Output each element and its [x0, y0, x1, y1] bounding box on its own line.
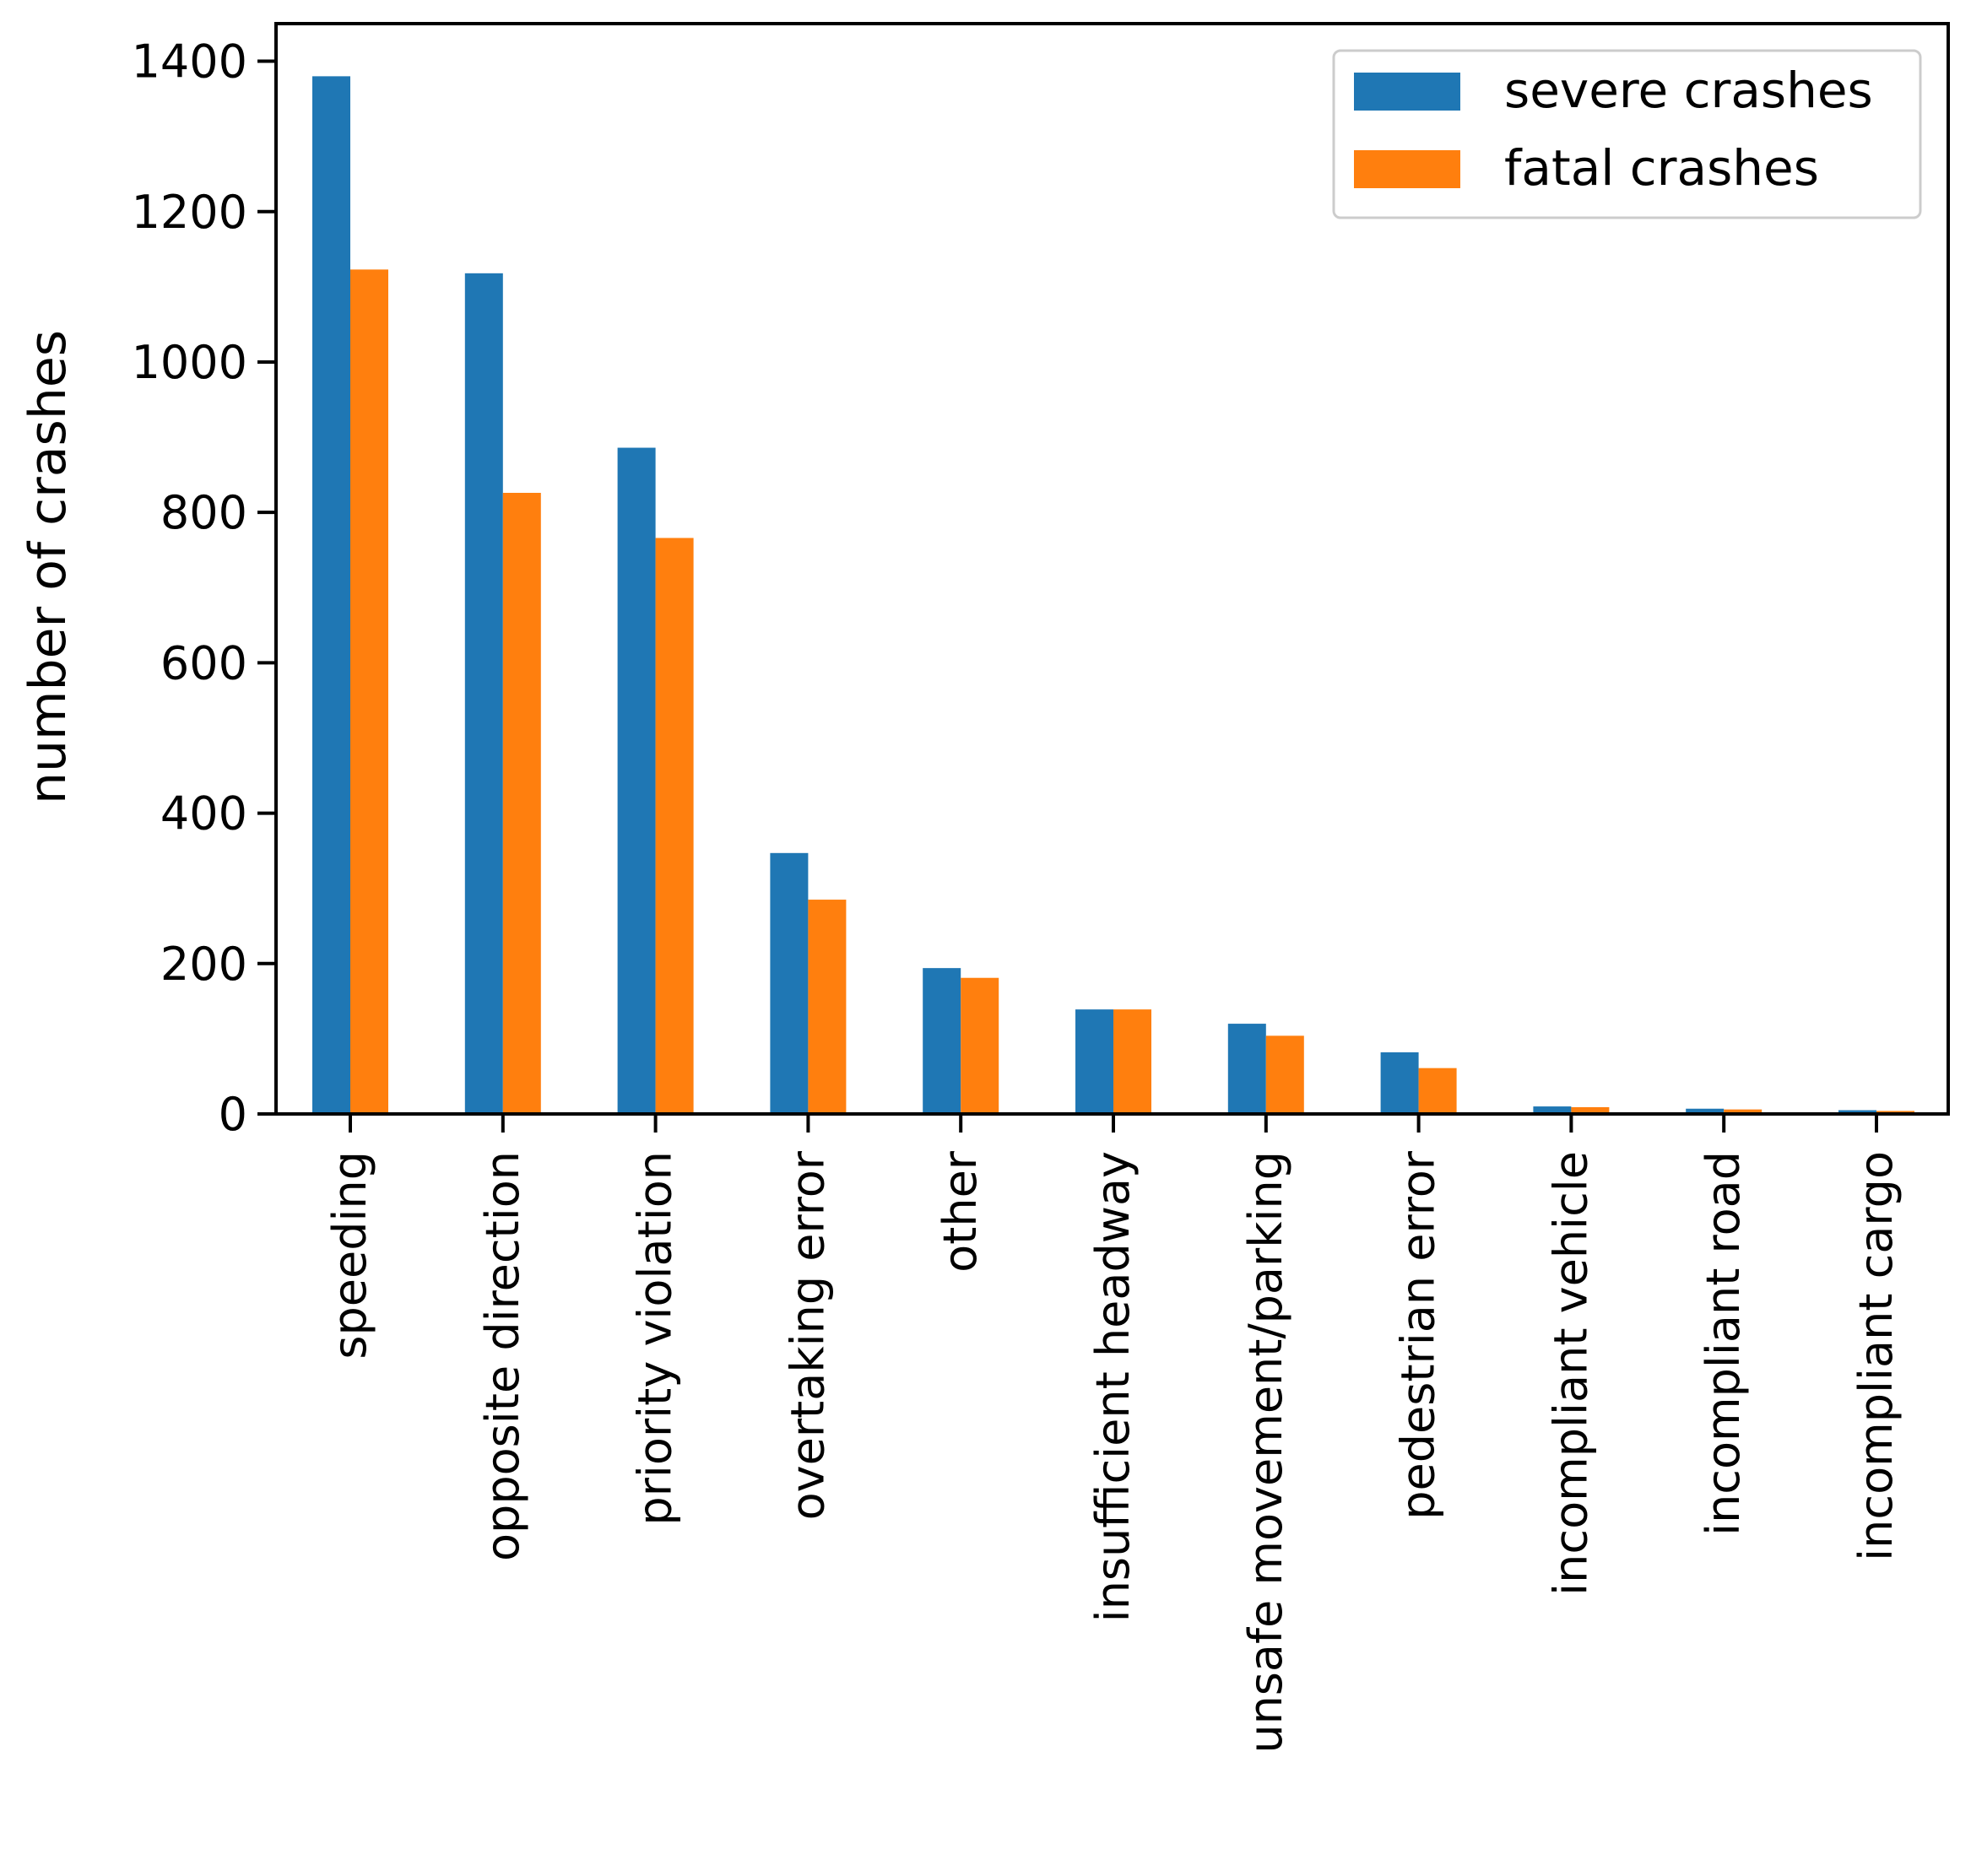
bar-fatal-crashes-4 — [961, 977, 999, 1114]
legend: severe crashes fatal crashes — [1332, 49, 1922, 219]
x-tick-label: incompliant road — [1697, 1151, 1750, 1536]
x-tick-label: pedestrian error — [1392, 1150, 1445, 1520]
bar-severe-crashes-8 — [1533, 1106, 1572, 1114]
bars-group — [312, 76, 1914, 1114]
bar-fatal-crashes-0 — [350, 269, 388, 1114]
bar-fatal-crashes-9 — [1724, 1109, 1763, 1114]
bar-severe-crashes-3 — [770, 852, 809, 1114]
bar-severe-crashes-4 — [923, 968, 961, 1114]
bar-fatal-crashes-2 — [655, 538, 694, 1114]
y-tick-label: 1400 — [132, 35, 247, 89]
x-tick-label: overtaking error — [781, 1150, 834, 1520]
y-axis-title: number of crashes — [19, 330, 78, 804]
y-tick-label: 1000 — [132, 336, 247, 389]
bar-severe-crashes-1 — [464, 273, 503, 1114]
bar-fatal-crashes-1 — [502, 493, 541, 1114]
bar-severe-crashes-2 — [617, 447, 656, 1114]
x-tick-label: speeding — [323, 1151, 376, 1360]
x-tick-label: other — [934, 1150, 987, 1273]
bar-severe-crashes-6 — [1227, 1024, 1266, 1114]
y-tick-label: 800 — [160, 486, 247, 539]
x-tick-label: opposite direction — [476, 1151, 529, 1561]
legend-swatch-severe-crashes — [1354, 73, 1460, 111]
bar-severe-crashes-10 — [1838, 1110, 1876, 1114]
x-tick-label: insufficient headway — [1086, 1151, 1140, 1622]
y-tick-label: 0 — [219, 1088, 247, 1141]
bar-fatal-crashes-6 — [1265, 1035, 1304, 1114]
x-tick-label: incompliant vehicle — [1544, 1151, 1597, 1596]
y-tick-label: 1200 — [132, 186, 247, 239]
x-tick-label: priority violation — [629, 1151, 682, 1526]
legend-swatch-fatal-crashes — [1354, 150, 1460, 188]
x-axis: speeding opposite direction priority viola… — [323, 1114, 1903, 1754]
x-tick-label: incompliant cargo — [1849, 1151, 1903, 1561]
bar-fatal-crashes-8 — [1571, 1106, 1610, 1114]
y-tick-label: 400 — [160, 787, 247, 841]
bar-severe-crashes-9 — [1686, 1108, 1725, 1114]
bar-fatal-crashes-3 — [808, 900, 847, 1114]
legend-box — [1332, 49, 1922, 219]
y-axis: 0 200 400 600 800 1000 1200 1400 — [132, 35, 276, 1141]
x-tick-label: unsafe movement/parking — [1239, 1151, 1292, 1754]
legend-label-fatal-crashes: fatal crashes — [1504, 139, 1819, 197]
bar-fatal-crashes-7 — [1418, 1068, 1457, 1114]
bar-severe-crashes-0 — [312, 76, 350, 1114]
bar-severe-crashes-5 — [1075, 1009, 1113, 1114]
y-tick-label: 200 — [160, 938, 247, 991]
legend-label-severe-crashes: severe crashes — [1504, 62, 1873, 119]
y-tick-label: 600 — [160, 636, 247, 689]
bar-fatal-crashes-5 — [1113, 1009, 1151, 1114]
bar-severe-crashes-7 — [1380, 1052, 1419, 1114]
